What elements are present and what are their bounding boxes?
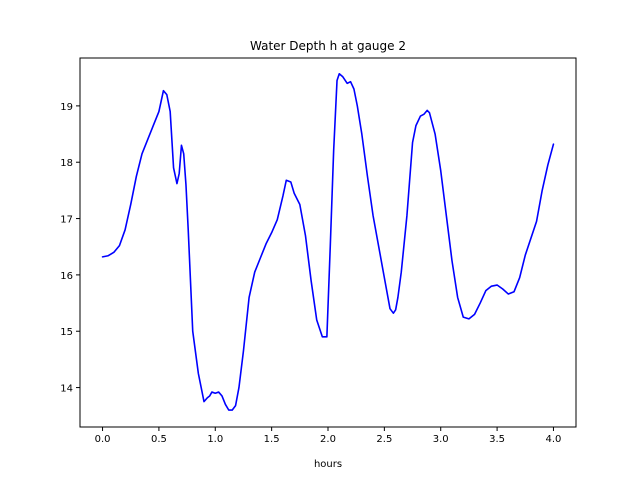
y-axis: 14 15 16 17 18 19: [60, 102, 80, 395]
x-axis: 0.0 0.5 1.0 1.5 2.0 2.5 3.0 3.5 4.0: [95, 427, 562, 445]
y-tick-label: 14: [60, 384, 73, 395]
series-line-0: [101, 72, 555, 411]
y-tick-label: 16: [60, 271, 73, 282]
y-tick-label: 15: [60, 327, 73, 338]
axes-frame: [79, 57, 577, 428]
x-axis-label: hours: [314, 459, 342, 470]
x-tick-label: 3.5: [489, 434, 505, 445]
y-tick-label: 19: [60, 102, 73, 113]
y-tick-label: 18: [60, 158, 73, 169]
y-tick-label: 17: [60, 215, 73, 226]
x-tick-label: 1.0: [207, 434, 223, 445]
plot-area: [101, 72, 555, 411]
x-tick-label: 2.0: [320, 434, 336, 445]
x-tick-label: 1.5: [264, 434, 280, 445]
x-tick-label: 3.0: [433, 434, 449, 445]
chart-title: Water Depth h at gauge 2: [250, 39, 406, 53]
x-tick-label: 0.5: [151, 434, 167, 445]
x-tick-label: 4.0: [546, 434, 562, 445]
x-tick-label: 2.5: [376, 434, 392, 445]
x-tick-label: 0.0: [95, 434, 111, 445]
